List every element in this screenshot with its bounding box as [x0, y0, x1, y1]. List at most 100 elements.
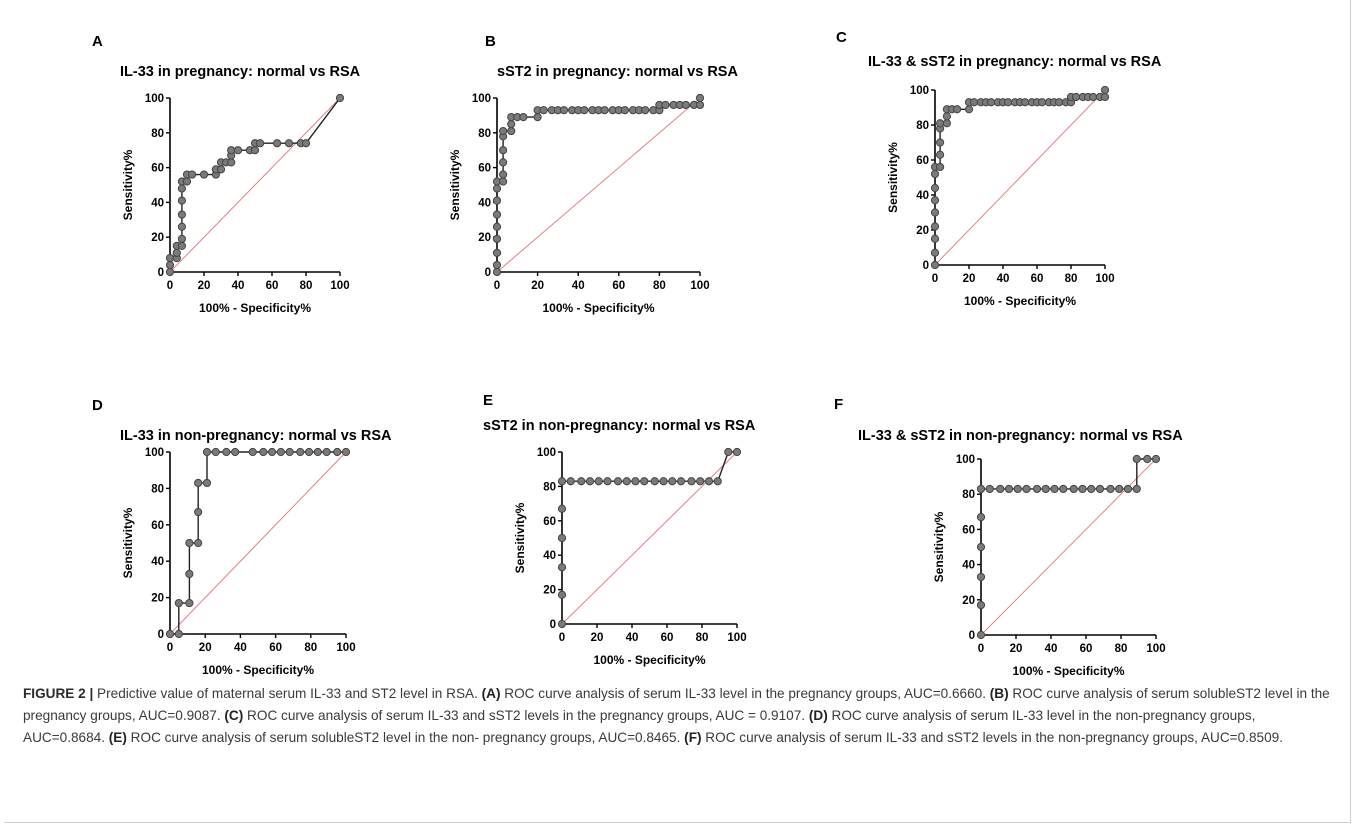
caption-text: ROC curve analysis of serum IL-33 and sS…: [701, 730, 1283, 745]
x-tick-label: 40: [234, 642, 247, 654]
roc-point: [987, 98, 996, 107]
roc-point: [976, 600, 986, 610]
roc-point: [492, 210, 502, 219]
chart-title: sST2 in non-pregnancy: normal vs RSA: [483, 418, 756, 434]
roc-point: [1004, 484, 1014, 494]
roc-point: [177, 184, 186, 193]
roc-point: [1069, 484, 1078, 494]
roc-point: [930, 183, 940, 193]
roc-point: [188, 170, 197, 179]
roc-point: [557, 533, 567, 543]
caption-text: ROC curve analysis of serum IL-33 and sS…: [243, 708, 809, 723]
roc-point: [273, 139, 282, 148]
y-tick-label: 20: [962, 595, 975, 607]
roc-point: [174, 629, 183, 639]
caption-panel-ref: (E): [108, 730, 127, 745]
roc-point: [1132, 484, 1141, 494]
roc-point: [177, 196, 186, 205]
roc-point: [333, 447, 342, 457]
roc-point: [165, 260, 175, 270]
roc-point: [996, 484, 1005, 494]
roc-point: [930, 169, 940, 179]
caption-panel-ref: (C): [224, 708, 244, 723]
y-tick-label: 80: [962, 489, 975, 501]
roc-point: [1041, 484, 1050, 494]
y-tick-label: 100: [145, 93, 164, 105]
roc-point: [498, 126, 508, 136]
roc-point: [732, 447, 742, 457]
x-tick-label: 60: [266, 280, 279, 292]
y-tick-label: 80: [916, 120, 929, 132]
x-tick-label: 100: [727, 632, 746, 644]
roc-point: [1032, 484, 1042, 494]
roc-point: [681, 100, 690, 110]
roc-point: [1021, 98, 1030, 107]
roc-point: [724, 447, 733, 457]
roc-point: [498, 158, 508, 167]
roc-point: [492, 260, 502, 270]
x-tick-label: 0: [932, 273, 938, 285]
y-axis-label: Sensitivity%: [886, 142, 900, 213]
caption-panel-ref: (F): [684, 730, 702, 745]
x-tick-label: 40: [572, 280, 585, 292]
y-tick-label: 20: [151, 232, 164, 244]
figure-caption: FIGURE 2 | Predictive value of maternal …: [23, 683, 1333, 749]
y-tick-label: 0: [158, 267, 164, 279]
x-tick-label: 80: [304, 642, 317, 654]
y-tick-label: 40: [478, 197, 491, 209]
roc-point: [1072, 92, 1081, 102]
y-tick-label: 40: [962, 560, 975, 572]
roc-point: [492, 222, 502, 231]
roc-point: [492, 267, 502, 277]
x-axis-label: 100% - Specificity%: [1012, 664, 1124, 678]
roc-point: [976, 630, 986, 640]
roc-point: [199, 170, 209, 179]
roc-point: [640, 477, 649, 486]
roc-point: [970, 98, 979, 107]
roc-point: [930, 234, 940, 243]
x-tick-label: 40: [232, 280, 245, 292]
roc-point: [930, 248, 940, 257]
x-tick-label: 100: [1146, 643, 1165, 655]
roc-point: [165, 253, 175, 263]
roc-point: [539, 106, 548, 115]
roc-point: [492, 196, 502, 205]
panel-letter: C: [836, 29, 847, 46]
roc-point: [177, 222, 186, 231]
x-tick-label: 40: [626, 632, 639, 644]
roc-point: [182, 177, 192, 186]
roc-point: [165, 267, 175, 277]
roc-point: [930, 222, 940, 231]
roc-point: [492, 234, 502, 244]
x-tick-label: 60: [612, 280, 625, 292]
y-tick-label: 100: [910, 85, 929, 97]
x-tick-label: 60: [1080, 643, 1093, 655]
roc-point: [1106, 484, 1115, 494]
y-tick-label: 0: [550, 619, 556, 631]
roc-point: [507, 126, 516, 136]
roc-point: [259, 447, 268, 457]
y-axis-label: Sensitivity%: [448, 149, 462, 220]
y-tick-label: 40: [151, 197, 164, 209]
x-tick-label: 20: [198, 280, 211, 292]
roc-point: [936, 138, 945, 147]
roc-point: [942, 119, 952, 128]
roc-point: [335, 93, 345, 103]
roc-point: [687, 477, 696, 486]
x-tick-label: 100: [1095, 273, 1114, 285]
chart-title: IL-33 in pregnancy: normal vs RSA: [120, 64, 361, 80]
roc-point: [1100, 85, 1110, 95]
roc-point: [202, 478, 212, 488]
y-tick-label: 60: [543, 516, 556, 528]
roc-point: [713, 477, 722, 486]
roc-point: [930, 260, 940, 270]
roc-point: [1078, 484, 1087, 494]
roc-point: [211, 447, 220, 457]
roc-point: [233, 146, 243, 155]
roc-point: [194, 478, 203, 488]
x-tick-label: 0: [494, 280, 500, 292]
roc-point: [976, 512, 986, 522]
roc-point: [566, 477, 575, 486]
y-axis-label: Sensitivity%: [513, 502, 527, 573]
y-tick-label: 100: [472, 93, 491, 105]
